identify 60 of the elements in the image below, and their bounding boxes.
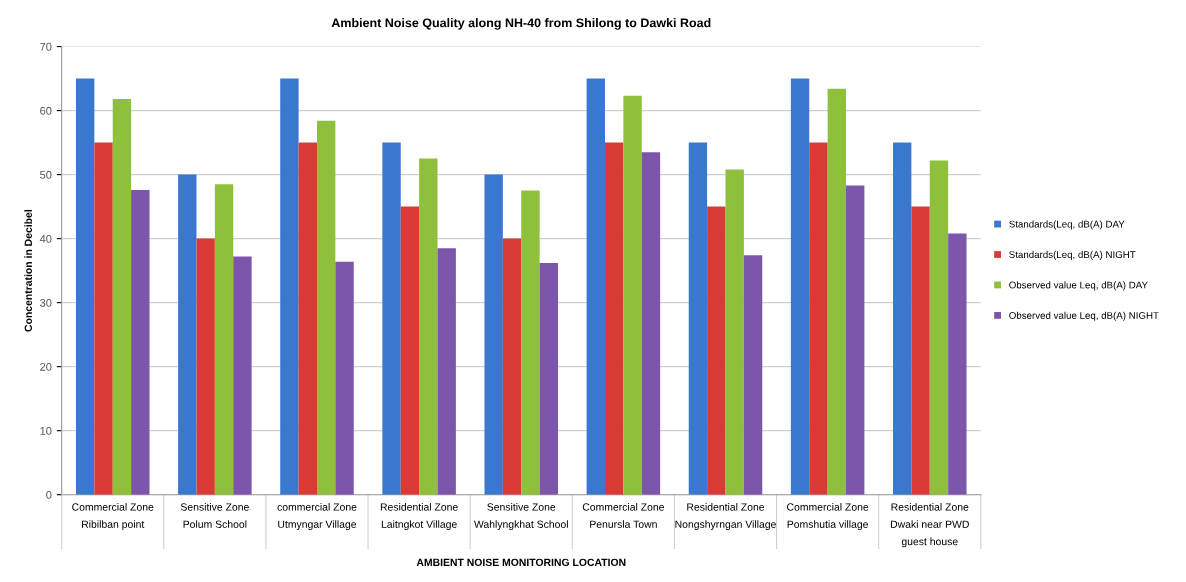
bar [280, 78, 299, 495]
y-tick-label: 60 [40, 106, 52, 115]
bar [623, 95, 642, 495]
y-tick-label: 20 [40, 362, 52, 371]
bar [298, 142, 317, 495]
y-axis-title: Concentration in Decibel [24, 210, 32, 332]
bar [539, 262, 559, 495]
bar [948, 233, 967, 495]
bar [707, 206, 726, 495]
bar [233, 256, 252, 495]
y-tick-label: 40 [39, 234, 52, 243]
y-tick-label: 0 [46, 490, 52, 499]
y-tick-label: 10 [40, 426, 52, 435]
bar [112, 99, 132, 495]
bar [437, 248, 456, 495]
bar [827, 88, 847, 495]
bar [316, 120, 336, 495]
x-tick-label: Commercial Zone Pomshutia village [787, 503, 869, 530]
bar [75, 78, 95, 495]
x-tick-label: Commercial Zone Ribilban point [72, 503, 154, 530]
x-tick-label: Commercial Zone Penursla Town [582, 503, 665, 528]
bar [911, 206, 930, 495]
bar [94, 142, 113, 495]
bar [929, 160, 949, 495]
y-tick-label: 70 [40, 42, 52, 51]
bar [178, 174, 197, 495]
bar [196, 238, 215, 495]
bar [131, 189, 150, 495]
bar [521, 190, 540, 495]
x-tick-label: Sensitive Zone Polum School [180, 503, 249, 528]
x-axis-title: AMBIENT NOISE MONITORING LOCATION [416, 558, 626, 567]
bar [400, 206, 420, 495]
bar [214, 184, 234, 495]
bar [809, 142, 828, 495]
bar [790, 78, 810, 495]
x-tick-label: commercial Zone Utmyngar Village [277, 503, 357, 530]
bar [892, 142, 912, 495]
bar [419, 158, 438, 495]
legend-label: Observed value Leq, dB(A) DAY [1009, 281, 1148, 291]
x-tick-label: Residential Zone Laitngkot Village [380, 503, 458, 530]
bar [641, 152, 661, 495]
chart-title: Ambient Noise Quality along NH-40 from Shilong to Dawki Road [331, 18, 711, 30]
bar [586, 78, 605, 495]
bar [725, 169, 744, 495]
legend-label: Standards(Leq, dB(A) NIGHT [1009, 250, 1136, 260]
bar [604, 142, 624, 495]
legend-label: Observed value Leq, dB(A) NIGHT [1009, 311, 1159, 321]
y-tick-label: 30 [40, 298, 52, 307]
bar [743, 255, 763, 495]
x-tick-label: Residential Zone Nongshyrngan Village [675, 503, 776, 530]
bar [335, 261, 354, 495]
legend-label: Standards(Leq, dB(A) DAY [1009, 220, 1125, 230]
bar [688, 142, 708, 495]
x-tick-label: Residential Zone Dwaki near PWD guest house [890, 503, 969, 548]
bar [846, 185, 865, 495]
x-tick-label: Sensitive Zone Wahlyngkhat School [474, 503, 568, 530]
bar [382, 142, 401, 495]
bar [484, 174, 503, 495]
bar [502, 238, 522, 495]
y-tick-label: 50 [40, 170, 52, 179]
